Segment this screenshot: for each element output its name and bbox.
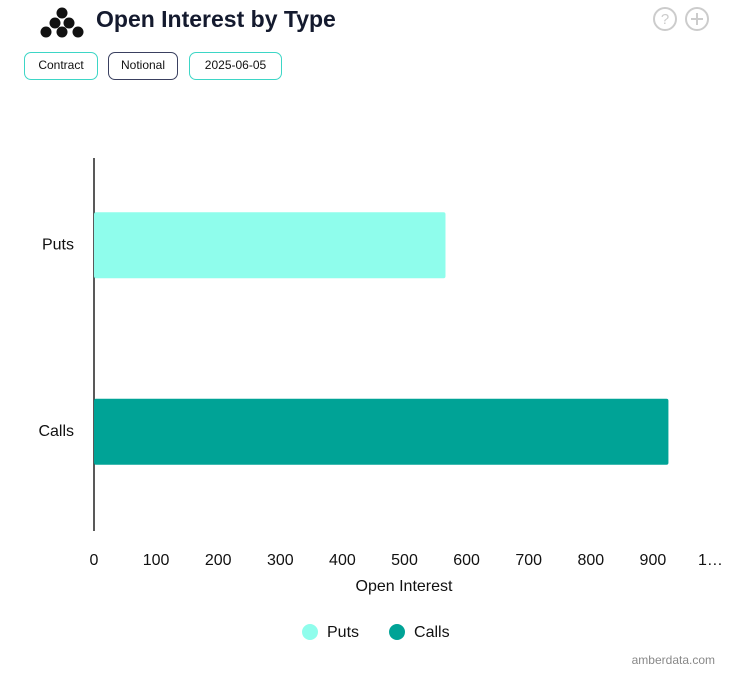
x-tick-label: 800 [577, 552, 604, 569]
svg-text:?: ? [661, 11, 669, 28]
date-button[interactable]: 2025-06-05 [189, 52, 282, 80]
x-tick-label: 900 [640, 552, 667, 569]
legend-marker [389, 624, 406, 640]
notional-button[interactable]: Notional [108, 52, 178, 80]
x-tick-label: 100 [143, 552, 170, 569]
bar [94, 212, 446, 279]
logo [40, 7, 84, 38]
x-tick-label: 700 [515, 552, 542, 569]
bar [94, 398, 669, 465]
page-title: Open Interest by Type [96, 6, 336, 32]
legend-marker [302, 624, 318, 640]
y-tick-label: Puts [42, 236, 74, 253]
add-icon[interactable] [685, 7, 709, 31]
x-tick-label: 600 [453, 552, 480, 569]
contract-button[interactable]: Contract [24, 52, 98, 80]
x-tick-label: 1… [698, 552, 723, 569]
x-tick-label: 400 [329, 552, 356, 569]
x-tick-label: 300 [267, 552, 294, 569]
legend-label: Calls [414, 624, 450, 641]
x-axis-label: Open Interest [356, 578, 454, 595]
y-tick-label: Calls [38, 423, 74, 440]
x-tick-label: 200 [205, 552, 232, 569]
legend-label: Puts [327, 624, 359, 641]
footer: amberdata.com [632, 653, 715, 667]
x-tick-label: 0 [90, 552, 99, 569]
help-icon[interactable]: ? [653, 7, 677, 31]
x-tick-label: 500 [391, 552, 418, 569]
